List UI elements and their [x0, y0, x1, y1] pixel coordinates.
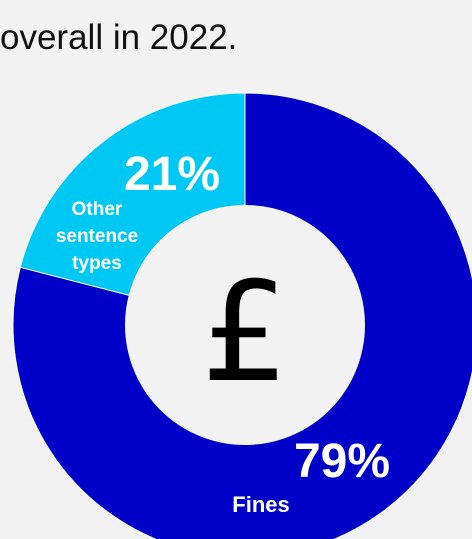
- data-label-other-percent: 21%: [124, 148, 220, 201]
- page-heading: overall in 2022.: [0, 18, 238, 57]
- pound-icon: £: [201, 252, 289, 413]
- data-label-other-line2: sentence: [56, 226, 138, 247]
- data-label-other-line1: Other: [72, 199, 123, 220]
- data-label-fines-name: Fines: [232, 492, 289, 517]
- pie-slice-fines: [12, 92, 472, 539]
- donut-hole: [125, 205, 365, 445]
- data-label-other-line3: types: [72, 253, 122, 274]
- data-label-fines-percent: 79%: [294, 435, 390, 488]
